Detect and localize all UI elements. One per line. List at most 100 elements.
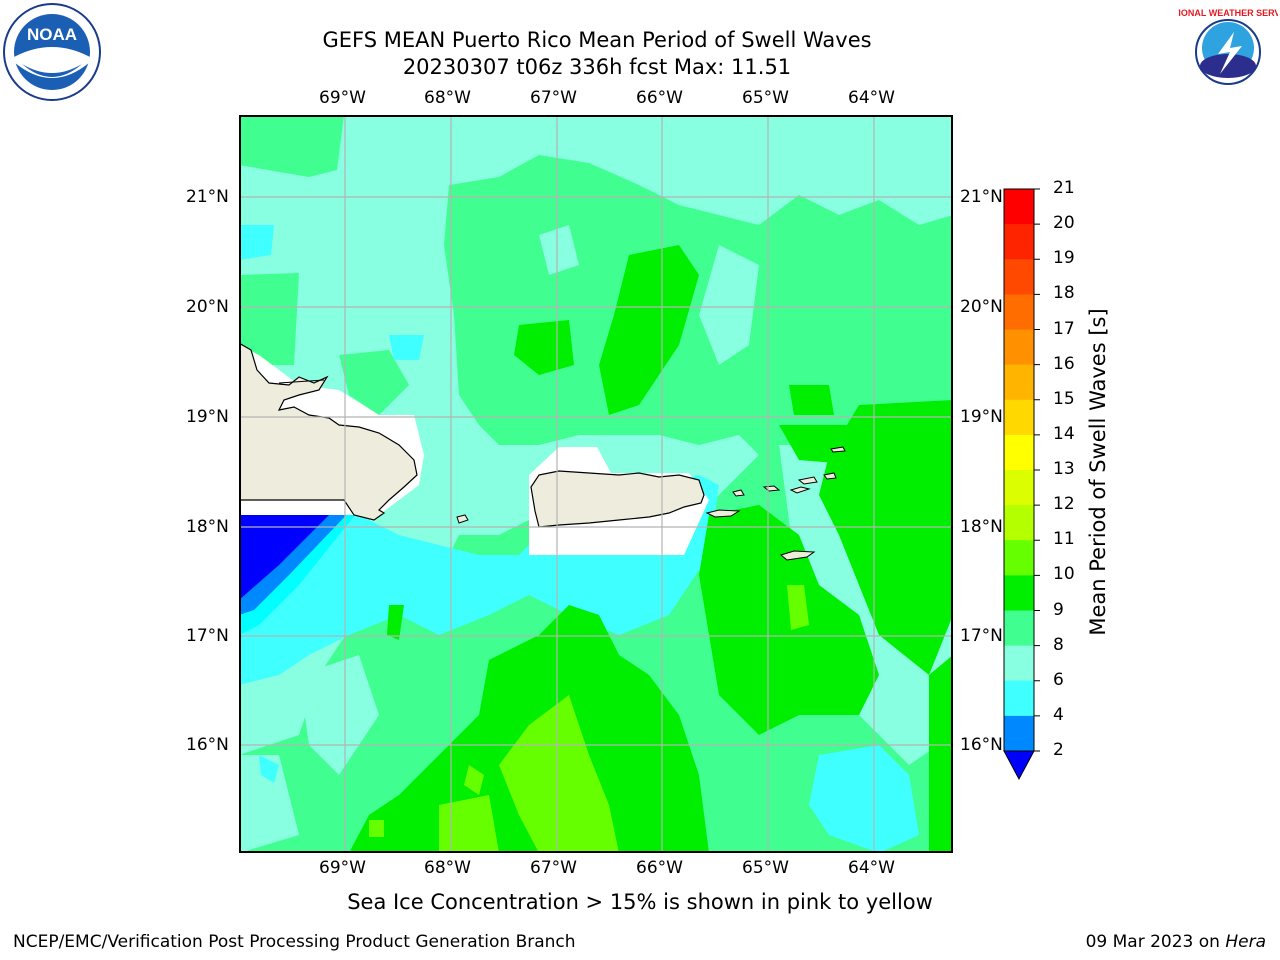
vieques-island [705,509,741,518]
field-12s [787,585,809,630]
colorbar-bin [1004,470,1034,506]
svg-text:NOAA: NOAA [27,25,77,44]
lon-label-bottom: 67°W [530,858,577,878]
hispaniola-land [239,342,418,521]
colorbar-tick-label: 17 [1053,318,1075,339]
lon-label-bottom: 64°W [848,858,895,878]
sea-ice-note: Sea Ice Concentration > 15% is shown in … [347,890,933,914]
anegada-island [830,446,846,453]
colorbar-bin [1004,715,1034,752]
field-8s [239,225,274,260]
field-10s [239,115,344,177]
field-9s-pocket [239,755,299,853]
field-11s [929,655,953,853]
colorbar-bin [1004,680,1034,717]
swell-period-map [239,115,953,853]
lon-label-bottom: 65°W [742,858,789,878]
colorbar-tick-label: 14 [1053,423,1075,444]
colorbar-tick-label: 16 [1053,353,1075,374]
colorbar-tick-label: 11 [1053,529,1075,550]
field-below-2s [239,500,344,600]
colorbar-tick-label: 19 [1053,248,1075,269]
lon-label-bottom: 68°W [424,858,471,878]
hispaniola-north-coast [278,379,325,384]
colorbar-extend-triangle [1003,750,1035,781]
colorbar-tick-label: 6 [1053,669,1064,690]
lat-label-left: 17°N [186,626,229,646]
lat-label-left: 21°N [186,187,229,207]
lat-label-right: 20°N [960,297,1003,317]
mona-island [456,514,469,524]
colorbar-bin [1004,434,1034,471]
graticule [239,115,953,853]
field-11s [789,385,834,415]
lon-label-top: 64°W [848,88,895,108]
lon-label-top: 67°W [530,88,577,108]
lon-label-bottom: 69°W [319,858,366,878]
colorbar-tick-label: 12 [1053,494,1075,515]
national-weather-service-logo-icon: NATIONAL WEATHER SERVICE [1161,2,1280,102]
colorbar-tick-label: 13 [1053,459,1075,479]
footer-right: 09 Mar 2023 on Hera [1086,932,1266,952]
field-8s [809,745,919,853]
lat-label-left: 16°N [186,735,229,755]
lat-label-right: 19°N [960,407,1003,427]
colorbar-bin [1004,505,1034,541]
field-8s [259,755,279,783]
colorbar-tick-label: 8 [1053,634,1064,655]
field-12s [439,795,499,853]
lat-label-right: 16°N [960,735,1003,755]
tortola-island [797,476,818,485]
colorbar-bin [1004,259,1034,295]
field-12s [499,695,619,853]
field-9s-pocket [779,445,953,765]
lat-label-right: 21°N [960,187,1003,207]
field-11s [514,320,574,375]
map-frame [239,115,953,853]
colorbar-bin [1004,224,1034,260]
colorbar-bin [1004,399,1034,436]
colorbar-tick-label: 18 [1053,283,1075,304]
lon-label-bottom: 66°W [636,858,683,878]
colorbar-bin [1004,610,1034,647]
field-11s [699,505,879,735]
virgin-gorda-island [823,472,837,480]
colorbar-tick-label: 21 [1053,178,1075,198]
colorbar-bin [1004,189,1034,225]
colorbar-tick-label: 20 [1053,213,1075,234]
lon-label-top: 68°W [424,88,471,108]
lat-label-left: 20°N [186,297,229,317]
colorbar-bin [1004,329,1034,366]
chart-title: GEFS MEAN Puerto Rico Mean Period of Swe… [322,28,872,52]
field-12s [369,820,384,837]
st-john-island [789,486,811,494]
footer-date: 09 Mar 2023 on [1085,932,1226,952]
lat-label-right: 17°N [960,626,1003,646]
field-10s [339,350,409,415]
lon-label-top: 69°W [319,88,366,108]
colorbar-bin [1004,364,1034,401]
lat-label-left: 19°N [186,407,229,427]
chart-subtitle: 20230307 t06z 336h fcst Max: 11.51 [402,55,792,79]
culebra-island [732,489,745,497]
colorbar-tick-label: 15 [1053,388,1075,409]
field-8s [389,335,424,360]
field-10s [239,273,299,365]
st-croix-island [779,550,816,561]
colorbar-bin [1004,575,1034,611]
lon-label-top: 66°W [636,88,683,108]
field-9s-pocket [699,245,759,365]
colorbar-tick-label: 2 [1053,740,1064,760]
field-11s [599,245,699,415]
noaa-logo-icon: NOAA [2,2,102,102]
colorbar-tick-label: 9 [1053,599,1064,620]
footer-machine: Hera [1225,932,1266,952]
colorbar-tick-label: 4 [1053,704,1064,725]
lat-label-left: 18°N [186,517,229,537]
footer-left: NCEP/EMC/Verification Post Processing Pr… [13,932,576,952]
colorbar-bin [1004,294,1034,330]
field-11s [387,605,404,640]
field-11s [819,400,953,675]
colorbar [1000,185,1040,785]
colorbar-bin [1004,645,1034,682]
